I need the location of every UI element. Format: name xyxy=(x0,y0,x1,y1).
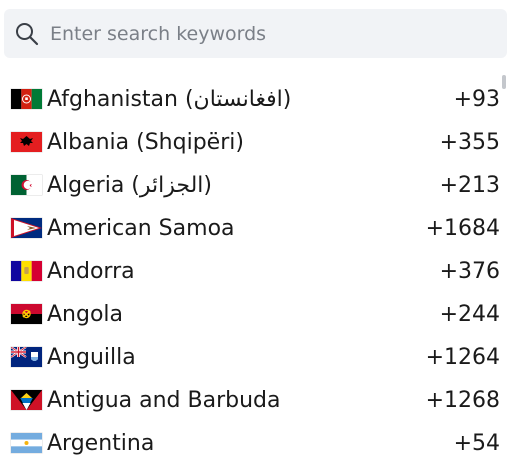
country-row-albania[interactable]: Albania (Shqipëri) +355 xyxy=(0,121,502,164)
dial-code: +355 xyxy=(439,130,500,155)
search-box[interactable] xyxy=(4,9,507,58)
country-row-algeria[interactable]: Algeria (الجزائر) +213 xyxy=(0,164,502,207)
andorra-flag-icon xyxy=(11,261,42,281)
list-scrollbar[interactable] xyxy=(502,75,506,89)
angola-flag-icon xyxy=(11,304,42,324)
country-name: Albania (Shqipëri) xyxy=(47,130,244,155)
albania-flag-icon xyxy=(11,132,42,152)
country-list: Afghanistan (افغانستان) +93 Albania (Shq… xyxy=(0,78,511,467)
dial-code: +1684 xyxy=(425,216,500,241)
country-row-argentina[interactable]: Argentina +54 xyxy=(0,422,502,465)
country-name: Angola xyxy=(47,302,124,327)
dial-code: +1264 xyxy=(425,345,500,370)
country-name: Anguilla xyxy=(47,345,136,370)
country-row-andorra[interactable]: Andorra +376 xyxy=(0,250,502,293)
search-icon xyxy=(14,21,40,47)
country-row-antigua-and-barbuda[interactable]: Antigua and Barbuda +1268 xyxy=(0,379,502,422)
antigua-and-barbuda-flag-icon xyxy=(11,390,42,410)
algeria-flag-icon xyxy=(11,175,42,195)
country-name: Afghanistan (افغانستان) xyxy=(47,87,292,112)
dial-code: +244 xyxy=(439,302,500,327)
dial-code: +1268 xyxy=(425,388,500,413)
country-name: American Samoa xyxy=(47,216,235,241)
afghanistan-flag-icon xyxy=(11,89,42,109)
dial-code: +213 xyxy=(439,173,500,198)
country-row-angola[interactable]: Angola +244 xyxy=(0,293,502,336)
dial-code: +376 xyxy=(439,259,500,284)
country-name: Antigua and Barbuda xyxy=(47,388,281,413)
american-samoa-flag-icon xyxy=(11,218,42,238)
anguilla-flag-icon xyxy=(11,347,42,367)
country-row-anguilla[interactable]: Anguilla +1264 xyxy=(0,336,502,379)
country-row-american-samoa[interactable]: American Samoa +1684 xyxy=(0,207,502,250)
dial-code: +54 xyxy=(453,431,500,456)
dial-code: +93 xyxy=(453,87,500,112)
country-name: Andorra xyxy=(47,259,135,284)
country-name: Argentina xyxy=(47,431,155,456)
country-name: Algeria (الجزائر) xyxy=(47,173,213,198)
search-input[interactable] xyxy=(50,9,490,58)
argentina-flag-icon xyxy=(11,433,42,453)
country-row-afghanistan[interactable]: Afghanistan (افغانستان) +93 xyxy=(0,78,502,121)
